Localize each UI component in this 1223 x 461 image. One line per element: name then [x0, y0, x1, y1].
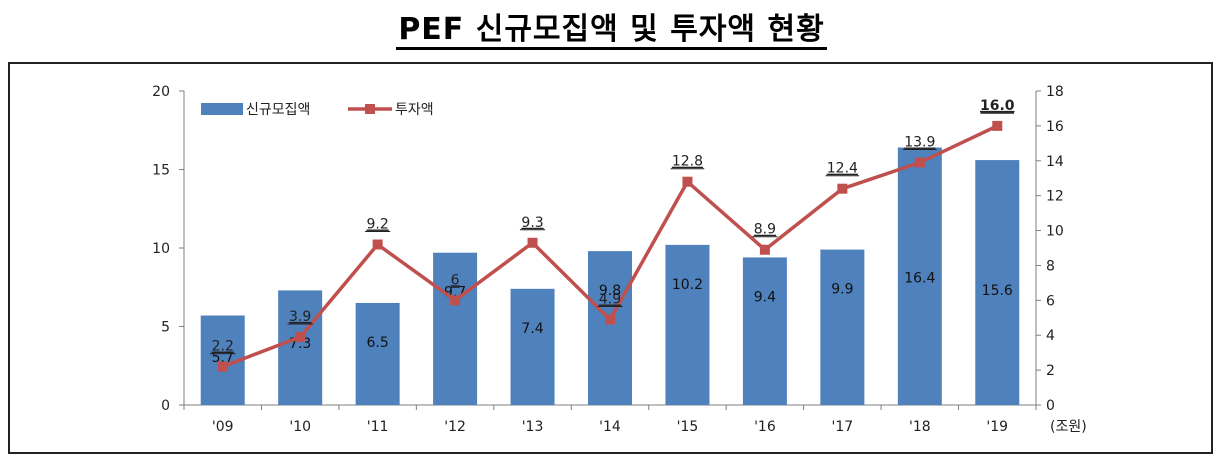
x-tick-label: '17 [832, 419, 854, 435]
line-point-7 [759, 244, 770, 255]
left-tick-label: 20 [152, 84, 170, 100]
bar-value-label: 9.8 [599, 283, 621, 299]
page-title-text: PEF 신규모집액 및 투자액 현황 [396, 12, 827, 50]
bar-value-label: 16.4 [904, 271, 935, 287]
line-point-4 [527, 237, 538, 248]
bar-value-label: 7.4 [521, 321, 543, 337]
right-tick-label: 0 [1046, 398, 1055, 414]
x-tick-label: '11 [367, 419, 389, 435]
bar-value-label: 10.2 [672, 277, 703, 293]
bar-6 [665, 244, 710, 405]
legend-line-label: 투자액 [395, 102, 434, 118]
bar-4 [510, 288, 555, 405]
x-tick-label: '10 [289, 419, 311, 435]
x-tick-label: '09 [212, 419, 234, 435]
left-tick-label: 10 [152, 241, 170, 257]
left-tick-label: 5 [161, 320, 170, 336]
left-tick-label: 0 [161, 398, 170, 414]
page-title: PEF 신규모집액 및 투자액 현황 [0, 4, 1223, 50]
line-point-2 [372, 239, 383, 250]
line-value-label: 9.2 [367, 217, 389, 233]
bar-value-label: 6.5 [367, 335, 389, 351]
line-point-3 [450, 295, 461, 306]
right-tick-label: 16 [1046, 119, 1064, 135]
line-point-5 [605, 314, 615, 325]
line-value-label: 13.9 [904, 135, 935, 151]
right-tick-label: 12 [1046, 189, 1064, 205]
line-value-label: 16.0 [980, 98, 1015, 114]
bar-value-label: 15.6 [982, 283, 1013, 299]
line-point-10 [992, 120, 1003, 131]
x-tick-label: '13 [522, 419, 544, 435]
line-value-label: 12.4 [827, 161, 858, 177]
right-tick-label: 2 [1046, 363, 1055, 379]
line-value-label: 3.9 [289, 309, 311, 325]
legend-bar-label: 신규모집액 [246, 102, 310, 118]
legend-bar-swatch [201, 103, 243, 115]
right-tick-label: 4 [1046, 328, 1055, 344]
bar-value-label: 9.9 [831, 282, 853, 298]
bar-8 [820, 249, 865, 405]
x-tick-label: '15 [677, 419, 699, 435]
x-tick-label: '16 [754, 419, 776, 435]
line-value-label: 4.9 [599, 292, 621, 308]
bar-9 [897, 147, 942, 405]
right-tick-label: 14 [1046, 154, 1064, 170]
combo-chart: 0 5 10 15 20 0 2 4 6 8 10 12 14 16 18 '09 '10 '11 '12 '13 '1… [152, 84, 1087, 435]
bar-value-label: 9.4 [754, 289, 776, 305]
line-value-label: 8.9 [754, 222, 776, 238]
x-tick-label: '12 [444, 419, 466, 435]
bar-1 [278, 290, 323, 405]
right-tick-label: 8 [1046, 258, 1055, 274]
bar-10 [975, 160, 1020, 405]
bar-2 [355, 302, 400, 405]
bar-5 [588, 251, 632, 405]
right-tick-label: 6 [1046, 293, 1055, 309]
line-point-0 [217, 361, 228, 372]
line-value-label: 12.8 [672, 154, 703, 170]
bar-7 [742, 257, 787, 405]
line-point-1 [295, 331, 306, 342]
line-value-label: 9.3 [521, 215, 543, 231]
unit-label: (조원) [1050, 419, 1087, 435]
right-tick-label: 18 [1046, 84, 1064, 100]
line-value-label: 6 [451, 272, 460, 288]
line-point-8 [837, 183, 848, 194]
line-point-9 [914, 157, 925, 168]
left-tick-label: 15 [152, 163, 170, 179]
line-point-6 [682, 176, 693, 187]
line-value-label: 2.2 [212, 339, 234, 355]
x-tick-label: '18 [909, 419, 931, 435]
right-tick-label: 10 [1046, 224, 1064, 240]
legend-line-marker [365, 104, 375, 114]
bar-3 [433, 252, 478, 405]
chart-frame: 0 5 10 15 20 0 2 4 6 8 10 12 14 16 18 '09 '10 '11 '12 '13 '1… [8, 62, 1213, 454]
x-tick-label: '14 [599, 419, 621, 435]
x-tick-label: '19 [986, 419, 1008, 435]
